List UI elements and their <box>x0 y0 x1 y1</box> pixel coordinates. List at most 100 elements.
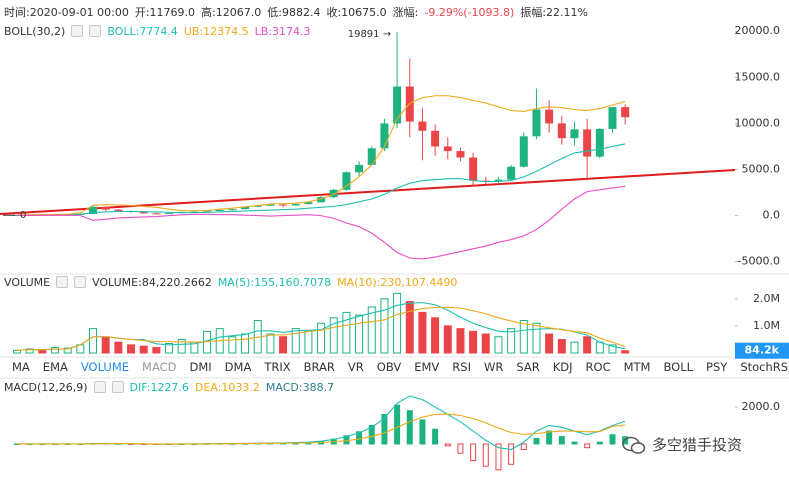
indicator-tab[interactable]: MACD <box>142 360 177 374</box>
boll-line <box>17 185 626 260</box>
bar <box>393 292 402 354</box>
candle-body <box>291 204 300 206</box>
legend-title: VOLUME <box>4 275 51 289</box>
bar <box>508 443 515 465</box>
indicator-tab[interactable]: DMA <box>224 360 252 374</box>
legend: MACD(12,26,9) DIF:1227.6 DEA:1033.2 MACD:38… <box>4 380 334 394</box>
indicator-tab[interactable]: EMV <box>414 360 440 374</box>
indicator-tab[interactable]: RSI <box>452 360 471 374</box>
indicator-tab[interactable]: KDJ <box>552 360 573 374</box>
close-icon[interactable] <box>89 25 102 37</box>
indicator-tab[interactable]: ROC <box>585 360 611 374</box>
watermark: 多空猎手投资 <box>622 434 742 455</box>
bar <box>584 443 591 449</box>
current-value-label: 84.2k <box>745 344 780 357</box>
candle-body <box>519 136 528 167</box>
bar <box>482 443 489 467</box>
indicator-tab[interactable]: BOLL <box>663 360 694 374</box>
legend-item: BOLL:7774.4 <box>107 24 178 38</box>
indicator-tab[interactable]: MA <box>12 360 30 374</box>
candle-body <box>595 128 604 157</box>
candle-body <box>532 109 541 137</box>
bar <box>470 443 477 462</box>
legend-item: MA(5):155,160.7078 <box>217 275 332 289</box>
bar <box>456 328 465 354</box>
legend-item: LB:3174.3 <box>254 24 311 38</box>
candle-body <box>241 206 250 210</box>
indicator-tab[interactable]: MTM <box>623 360 651 374</box>
indicator-tab[interactable]: EMA <box>42 360 68 374</box>
settings-icon[interactable] <box>56 276 69 288</box>
settings-icon[interactable] <box>71 25 84 37</box>
candle-body <box>266 204 275 206</box>
indicator-tab[interactable]: PSY <box>706 360 728 374</box>
candle-body <box>431 130 440 147</box>
indicator-tab[interactable]: StochRSI <box>740 360 789 374</box>
watermark-text: 多空猎手投资 <box>652 436 743 454</box>
bar <box>545 333 554 354</box>
candle-body <box>405 86 414 122</box>
bar <box>444 443 451 447</box>
bar <box>419 419 426 445</box>
indicator-tab[interactable]: DMI <box>189 360 212 374</box>
candle-body <box>418 121 427 131</box>
boll-line <box>16 143 626 216</box>
bar <box>152 347 161 354</box>
bar <box>380 298 389 354</box>
candle-body <box>570 129 579 139</box>
bar <box>557 338 566 354</box>
bar <box>114 341 123 354</box>
indicator-tab[interactable]: SAR <box>516 360 540 374</box>
bar <box>177 338 186 354</box>
bar <box>596 441 603 445</box>
candle-body <box>545 109 554 124</box>
bar <box>63 347 72 354</box>
header-item: 开:11769.0 <box>134 6 196 19</box>
bar <box>266 333 275 354</box>
bar <box>432 428 439 445</box>
close-icon[interactable] <box>111 381 124 393</box>
legend-item: VOLUME:84,220.2662 <box>92 275 212 289</box>
legend: VOLUME VOLUME:84,220.2662 MA(5):155,160.70… <box>4 275 457 289</box>
bar <box>291 328 300 354</box>
legend-item: MACD:388.7 <box>265 380 335 394</box>
y-tick-label: 20000.0 <box>735 24 781 37</box>
header-item: 收:10675.0 <box>326 6 387 19</box>
candle-body <box>583 129 592 157</box>
bar <box>519 320 528 354</box>
bar <box>520 443 527 451</box>
candle-body <box>380 123 389 149</box>
indicator-tab[interactable]: TRIX <box>264 360 291 374</box>
y-tick-label: 10000.0 <box>735 116 781 129</box>
bar <box>405 301 414 354</box>
close-icon[interactable] <box>74 276 87 288</box>
settings-icon[interactable] <box>93 381 106 393</box>
candle-body <box>329 189 338 198</box>
bar <box>89 328 98 354</box>
bar <box>609 434 616 445</box>
candle-body <box>608 107 617 129</box>
header-item: -9.29%(-1093.8) <box>424 5 515 19</box>
bar <box>304 330 313 354</box>
indicator-tab[interactable]: WR <box>483 360 504 374</box>
bar <box>495 443 502 471</box>
boll-line <box>16 95 626 216</box>
bar <box>571 441 578 445</box>
y-tick-label: 15000.0 <box>735 70 781 83</box>
bar <box>329 317 338 354</box>
bar <box>595 341 604 354</box>
bar <box>532 322 541 354</box>
indicator-tab[interactable]: BRAR <box>303 360 335 374</box>
indicator-tab[interactable]: OBV <box>376 360 402 374</box>
header: 时间:2020-09-01 00:00 开:11769.0 高:12067.0 低:9… <box>4 5 588 20</box>
bar <box>494 336 503 354</box>
indicator-tab[interactable]: VOLUME <box>80 360 130 374</box>
bar <box>469 330 478 354</box>
candle-body <box>114 209 123 211</box>
y-tick-label: 2000.0 <box>742 400 781 413</box>
y-tick-label: 5000.0 <box>742 163 781 176</box>
legend-item: UB:12374.5 <box>183 24 249 38</box>
indicator-tab[interactable]: VR <box>347 360 364 374</box>
bar <box>317 322 326 354</box>
bar <box>507 328 516 354</box>
